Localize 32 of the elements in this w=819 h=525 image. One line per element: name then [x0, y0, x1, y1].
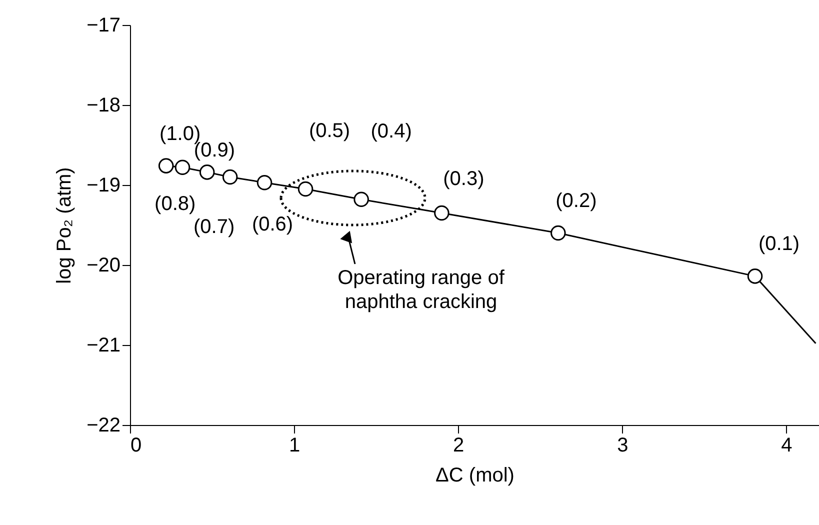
- point: [174, 160, 190, 176]
- annotation: (0.7): [194, 216, 235, 238]
- annotation: (0.1): [758, 233, 800, 256]
- point: [199, 164, 215, 180]
- x-tick-label: 0: [130, 434, 142, 456]
- annotation: (0.6): [252, 214, 294, 236]
- y-tick-label: −22: [86, 414, 120, 436]
- x-tick-label: 2: [453, 434, 464, 456]
- point: [222, 169, 238, 185]
- y-tick-label: −21: [86, 334, 120, 356]
- y-tick-label: −20: [86, 254, 120, 276]
- point: [298, 181, 314, 197]
- y-tick-label: −19: [86, 174, 120, 196]
- annotation: (0.5): [308, 120, 350, 142]
- point: [354, 192, 369, 208]
- y-tick-label: −18: [86, 94, 120, 116]
- y-axis-title: log Po₂ (atm): [54, 167, 76, 284]
- annotation: (0.4): [370, 120, 412, 142]
- x-tick-label: 3: [617, 434, 628, 456]
- x-tick-label: 4: [781, 434, 792, 456]
- point: [158, 158, 174, 174]
- x-axis-title: ΔC (mol): [436, 464, 514, 486]
- y-tick-label: −17: [86, 14, 120, 36]
- annotation: (0.2): [556, 190, 597, 212]
- point: [550, 225, 566, 241]
- point: [747, 268, 763, 284]
- point: [434, 205, 450, 221]
- point: [256, 174, 272, 190]
- annotation: (0.3): [443, 168, 484, 190]
- annotation: (0.8): [154, 193, 196, 216]
- annotation: Operating range of naphtha cracking: [338, 267, 505, 313]
- x-tick-label: 1: [288, 434, 300, 456]
